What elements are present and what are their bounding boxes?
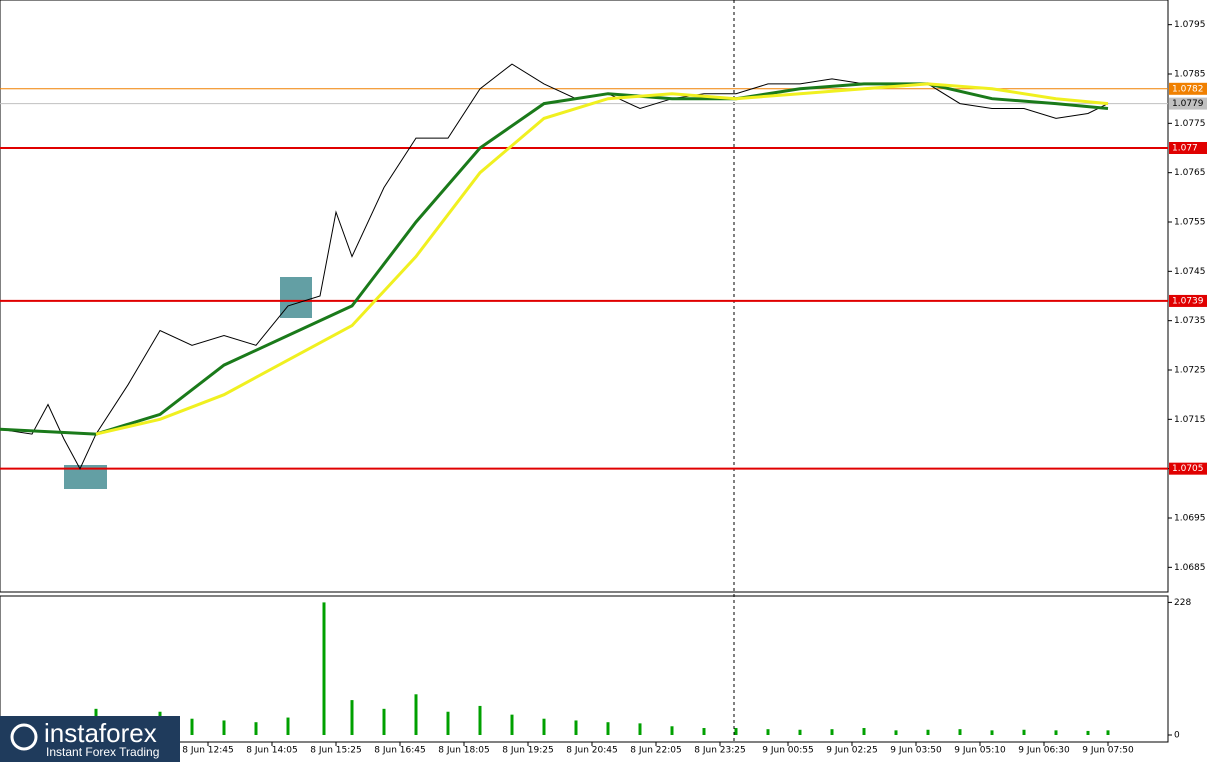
volume-bar: [1022, 729, 1026, 735]
y-tick-label: 1.0785: [1174, 70, 1206, 80]
volume-bar: [446, 711, 450, 735]
volume-bar: [862, 728, 866, 735]
y-tick-label: 1.0745: [1174, 267, 1206, 277]
volume-bar: [606, 722, 610, 735]
price-level-label: 1.077: [1172, 144, 1198, 154]
price-line: [95, 82, 1109, 436]
price-line: [0, 82, 1109, 436]
x-tick-label: 8 Jun 22:05: [630, 746, 681, 756]
price-level-label: 1.0779: [1172, 99, 1204, 109]
y-tick-label: 1.0725: [1174, 366, 1206, 376]
x-tick-label: 8 Jun 23:25: [694, 746, 745, 756]
volume-bar: [638, 723, 642, 735]
price-level-box: [1169, 294, 1207, 307]
x-tick-label: 9 Jun 00:55: [762, 746, 813, 756]
x-tick-label: 8 Jun 19:25: [502, 746, 553, 756]
volume-bar: [510, 714, 514, 735]
volume-bar: [222, 720, 226, 735]
volume-bar: [1086, 730, 1090, 735]
volume-bar: [286, 717, 290, 735]
volume-bar: [322, 602, 326, 735]
price-level-label: 1.0739: [1172, 296, 1204, 306]
volume-bar: [958, 729, 962, 735]
volume-bar: [990, 730, 994, 735]
y-tick-label: 1.0715: [1174, 415, 1206, 425]
x-tick-label: 9 Jun 05:10: [954, 746, 1006, 756]
x-tick-label: 8 Jun 18:05: [438, 746, 489, 756]
logo-icon: [10, 723, 38, 751]
volume-bar: [542, 718, 546, 735]
volume-bar: [830, 729, 834, 735]
x-tick-label: 9 Jun 02:25: [826, 746, 877, 756]
y-tick-label: 1.0765: [1174, 168, 1206, 178]
volume-panel: [0, 595, 1169, 743]
y-tick-label: 1.0685: [1174, 563, 1206, 573]
x-tick-label: 8 Jun 20:45: [566, 746, 617, 756]
volume-bar: [766, 729, 770, 735]
brand-name: instaforex: [44, 718, 157, 748]
volume-bar: [414, 694, 418, 735]
volume-bar: [382, 708, 386, 735]
volume-bar: [478, 705, 482, 735]
x-tick-label: 8 Jun 15:25: [310, 746, 361, 756]
x-tick-label: 8 Jun 16:45: [374, 746, 425, 756]
volume-bar: [254, 722, 258, 735]
volume-bar: [574, 720, 578, 735]
price-level-label: 1.0782: [1172, 84, 1204, 94]
signal-box: [280, 277, 312, 318]
volume-bar: [1054, 730, 1058, 735]
brand-tagline: Instant Forex Trading: [46, 745, 159, 759]
y-tick-label: 1.0735: [1174, 316, 1206, 326]
volume-bar: [798, 729, 802, 735]
price-level-box: [1169, 462, 1207, 475]
volume-tick-label: 0: [1174, 731, 1180, 741]
y-tick-label: 1.0695: [1174, 514, 1206, 524]
volume-bar: [190, 718, 194, 735]
price-level-box: [1169, 97, 1207, 110]
price-level-box: [1169, 142, 1207, 154]
x-tick-label: 8 Jun 12:45: [182, 746, 233, 756]
y-tick-label: 1.0795: [1174, 20, 1206, 30]
y-tick-label: 1.0775: [1174, 119, 1206, 129]
x-tick-label: 9 Jun 07:50: [1082, 746, 1134, 756]
volume-bar: [1106, 730, 1110, 735]
volume-bar: [702, 728, 706, 735]
x-tick-label: 9 Jun 06:30: [1018, 746, 1070, 756]
price-level-box: [1169, 82, 1207, 95]
volume-bar: [734, 728, 738, 735]
volume-bar: [926, 729, 930, 735]
volume-bar: [894, 730, 898, 735]
x-tick-label: 8 Jun 14:05: [246, 746, 297, 756]
volume-bar: [350, 700, 354, 735]
volume-bar: [670, 726, 674, 735]
logo-box: [0, 716, 180, 762]
x-tick-label: 9 Jun 03:50: [890, 746, 942, 756]
y-tick-label: 1.0755: [1174, 218, 1206, 228]
volume-tick-label: 228: [1174, 598, 1191, 608]
price-level-label: 1.0705: [1172, 464, 1204, 474]
